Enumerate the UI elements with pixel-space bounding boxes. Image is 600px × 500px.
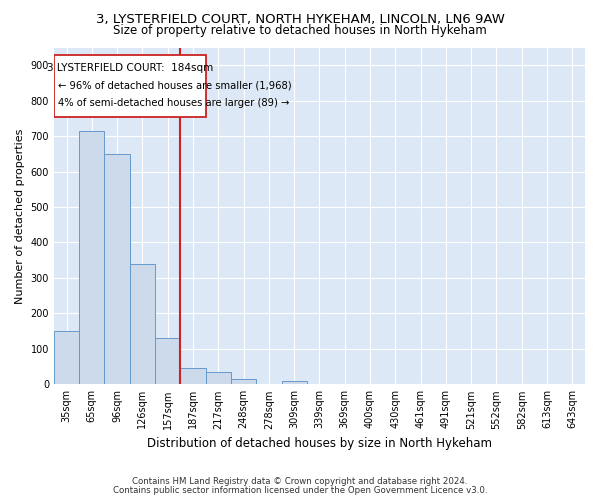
Text: Contains HM Land Registry data © Crown copyright and database right 2024.: Contains HM Land Registry data © Crown c… xyxy=(132,477,468,486)
Bar xyxy=(181,368,206,384)
Bar xyxy=(281,381,307,384)
Bar xyxy=(231,379,256,384)
Bar xyxy=(206,372,231,384)
Text: 3 LYSTERFIELD COURT:  184sqm: 3 LYSTERFIELD COURT: 184sqm xyxy=(47,63,213,73)
Bar xyxy=(104,154,130,384)
Y-axis label: Number of detached properties: Number of detached properties xyxy=(15,128,25,304)
Bar xyxy=(155,338,181,384)
Bar xyxy=(79,131,104,384)
Text: 4% of semi-detached houses are larger (89) →: 4% of semi-detached houses are larger (8… xyxy=(58,98,289,108)
Bar xyxy=(54,331,79,384)
Text: 3, LYSTERFIELD COURT, NORTH HYKEHAM, LINCOLN, LN6 9AW: 3, LYSTERFIELD COURT, NORTH HYKEHAM, LIN… xyxy=(95,12,505,26)
Text: ← 96% of detached houses are smaller (1,968): ← 96% of detached houses are smaller (1,… xyxy=(58,80,292,90)
X-axis label: Distribution of detached houses by size in North Hykeham: Distribution of detached houses by size … xyxy=(147,437,492,450)
Text: Contains public sector information licensed under the Open Government Licence v3: Contains public sector information licen… xyxy=(113,486,487,495)
Text: Size of property relative to detached houses in North Hykeham: Size of property relative to detached ho… xyxy=(113,24,487,37)
FancyBboxPatch shape xyxy=(54,54,206,116)
Bar xyxy=(130,264,155,384)
